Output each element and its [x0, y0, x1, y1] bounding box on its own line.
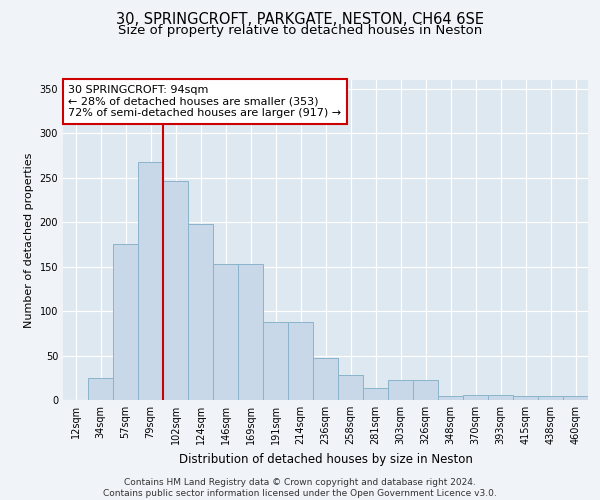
- Bar: [188, 224, 213, 400]
- Text: Size of property relative to detached houses in Neston: Size of property relative to detached ho…: [118, 24, 482, 37]
- Bar: [563, 396, 588, 400]
- Bar: [438, 396, 463, 400]
- Bar: [338, 375, 363, 400]
- Bar: [163, 182, 188, 400]
- Bar: [513, 396, 538, 400]
- Bar: [263, 322, 288, 400]
- Bar: [288, 322, 313, 400]
- Bar: [238, 264, 263, 400]
- Bar: [463, 394, 488, 400]
- Text: 30 SPRINGCROFT: 94sqm
← 28% of detached houses are smaller (353)
72% of semi-det: 30 SPRINGCROFT: 94sqm ← 28% of detached …: [68, 85, 341, 118]
- Bar: [213, 264, 238, 400]
- Text: Contains HM Land Registry data © Crown copyright and database right 2024.
Contai: Contains HM Land Registry data © Crown c…: [103, 478, 497, 498]
- Text: 30, SPRINGCROFT, PARKGATE, NESTON, CH64 6SE: 30, SPRINGCROFT, PARKGATE, NESTON, CH64 …: [116, 12, 484, 28]
- Bar: [413, 380, 438, 400]
- Bar: [113, 244, 138, 400]
- Bar: [488, 394, 513, 400]
- Bar: [388, 380, 413, 400]
- Bar: [88, 378, 113, 400]
- Y-axis label: Number of detached properties: Number of detached properties: [24, 152, 34, 328]
- X-axis label: Distribution of detached houses by size in Neston: Distribution of detached houses by size …: [179, 452, 472, 466]
- Bar: [138, 162, 163, 400]
- Bar: [363, 388, 388, 400]
- Bar: [538, 396, 563, 400]
- Bar: [313, 358, 338, 400]
